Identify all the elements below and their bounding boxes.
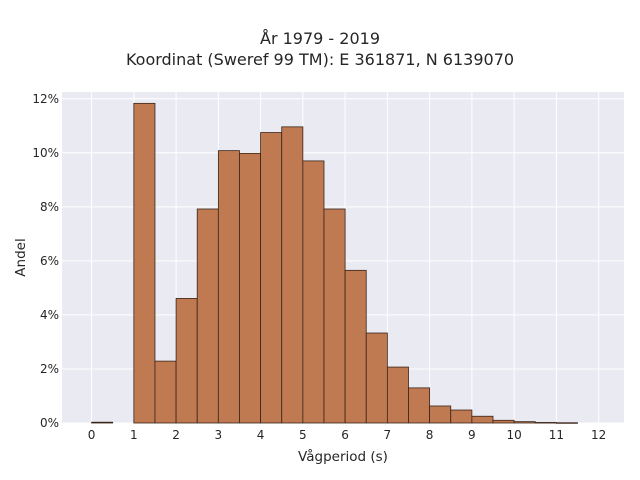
histogram-bar bbox=[133, 102, 156, 424]
x-tick-label: 12 bbox=[591, 428, 606, 442]
histogram-bar bbox=[344, 269, 367, 424]
x-tick-label: 3 bbox=[215, 428, 223, 442]
chart-title-line-1: År 1979 - 2019 bbox=[260, 29, 380, 48]
x-tick-label: 10 bbox=[506, 428, 521, 442]
histogram-bar bbox=[492, 419, 515, 424]
x-tick-label: 9 bbox=[468, 428, 476, 442]
x-tick-label: 2 bbox=[172, 428, 180, 442]
x-tick-label: 4 bbox=[257, 428, 265, 442]
histogram-bar bbox=[534, 422, 557, 424]
y-tick-label: 10% bbox=[32, 146, 59, 160]
histogram-bar bbox=[408, 387, 431, 424]
histogram-bar bbox=[239, 152, 262, 424]
histogram-bar bbox=[513, 421, 536, 424]
y-tick-label: 8% bbox=[40, 200, 59, 214]
histogram-bar bbox=[154, 360, 177, 424]
x-tick-label: 1 bbox=[130, 428, 138, 442]
histogram-bar bbox=[555, 422, 578, 424]
y-tick-label: 2% bbox=[40, 362, 59, 376]
histogram-bar bbox=[175, 298, 198, 424]
histogram-bar bbox=[450, 409, 473, 424]
x-tick-label: 11 bbox=[549, 428, 564, 442]
histogram-bar bbox=[91, 421, 114, 424]
histogram-bar bbox=[196, 208, 219, 424]
histogram-bar bbox=[302, 160, 325, 424]
y-tick-label: 4% bbox=[40, 308, 59, 322]
chart-title-line-2: Koordinat (Sweref 99 TM): E 361871, N 61… bbox=[125, 50, 515, 69]
histogram-bar bbox=[386, 366, 409, 424]
x-tick-label: 6 bbox=[341, 428, 349, 442]
x-tick-label: 5 bbox=[299, 428, 307, 442]
histogram-bar bbox=[217, 150, 240, 424]
bar-layer bbox=[91, 102, 578, 424]
histogram-bar bbox=[281, 126, 304, 424]
histogram-bar bbox=[260, 132, 283, 424]
x-tick-label: 8 bbox=[426, 428, 434, 442]
y-tick-label: 6% bbox=[40, 254, 59, 268]
histogram-bar bbox=[323, 208, 346, 424]
y-tick-label: 0% bbox=[40, 416, 59, 430]
y-axis-label: Andel bbox=[13, 238, 29, 276]
y-tick-label: 12% bbox=[32, 92, 59, 106]
x-tick-label: 7 bbox=[384, 428, 392, 442]
x-tick-label: 0 bbox=[88, 428, 96, 442]
histogram-bar bbox=[429, 405, 452, 424]
histogram-bar bbox=[365, 332, 388, 424]
tick-layer: 0 1 2 3 4 5 6 7 8 9 10 11 120%2%4%6%8%10%12% bbox=[32, 92, 606, 442]
histogram-bar bbox=[471, 415, 494, 424]
x-axis-label: Vågperiod (s) bbox=[298, 448, 388, 465]
